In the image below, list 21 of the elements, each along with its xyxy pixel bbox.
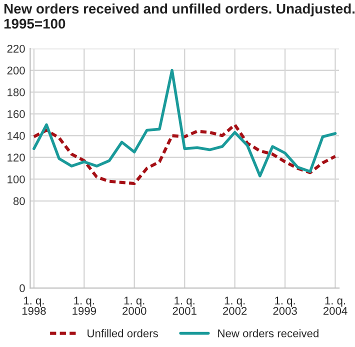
x-tick-label: 1. q. 1998 — [22, 296, 46, 315]
x-tick-label: 1. q. 2004 — [323, 296, 348, 315]
x-tick-label: 1. q. 1999 — [72, 296, 96, 315]
x-tick-label: 1. q. 2000 — [122, 296, 146, 315]
y-tick-label: 200 — [7, 66, 25, 74]
x-tick-label: 1. q. 2001 — [172, 296, 196, 315]
chart-title: New orders received and unfilled orders. Unadjusted. 1995=100 — [4, 3, 355, 29]
y-tick-label: 180 — [8, 88, 25, 96]
y-tick-label: 0 — [20, 284, 25, 292]
y-tick-label: 120 — [8, 154, 25, 162]
line-series — [32, 123, 337, 186]
x-tick-label: 1. q. 2002 — [223, 296, 247, 315]
y-tick-label: 140 — [8, 132, 25, 140]
line-series — [32, 68, 337, 178]
y-tick-label: 160 — [8, 110, 25, 118]
legend-label: New orders received — [218, 329, 318, 338]
y-tick-label: 100 — [8, 175, 25, 184]
y-tick-label: 220 — [7, 44, 25, 53]
legend-label: Unfilled orders — [88, 329, 158, 338]
y-tick-label: 80 — [13, 197, 25, 206]
x-tick-label: 1. q. 2003 — [273, 296, 297, 315]
